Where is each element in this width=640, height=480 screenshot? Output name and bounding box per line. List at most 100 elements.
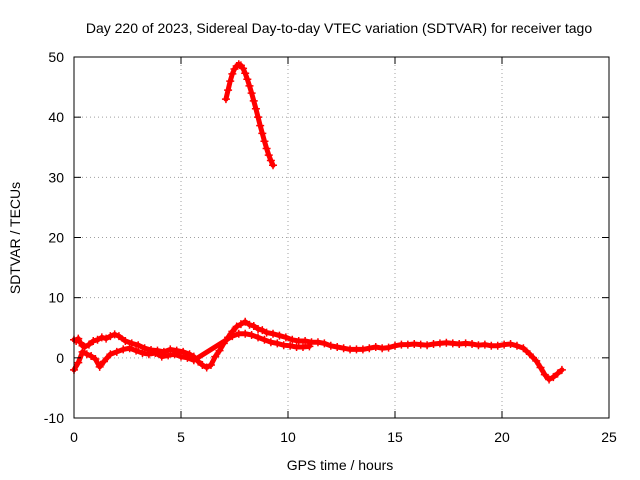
data-point: [512, 341, 521, 350]
data-point: [78, 347, 87, 356]
data-point: [125, 344, 134, 353]
data-point: [74, 334, 83, 343]
x-tick-label: 20: [494, 429, 510, 445]
data-point: [339, 344, 348, 353]
data-point: [269, 161, 278, 170]
data-point: [121, 336, 130, 345]
data-point: [264, 151, 273, 160]
axis-ticks: 0 5 10 15 20 25 -10 0 10 20 30 40 50: [44, 49, 617, 445]
data-point: [288, 335, 297, 344]
data-point: [232, 322, 241, 331]
data-point: [221, 95, 230, 104]
data-point: [258, 129, 267, 138]
data-point: [249, 96, 258, 105]
data-point: [243, 75, 252, 84]
data-point: [258, 326, 267, 335]
data-point: [468, 339, 477, 348]
data-point: [249, 321, 258, 330]
data-point: [519, 344, 528, 353]
data-point: [251, 104, 260, 113]
data-point: [132, 346, 141, 355]
data-point: [260, 137, 269, 146]
data-point: [114, 332, 123, 341]
data-point: [256, 121, 265, 130]
data-point: [166, 345, 175, 354]
data-point: [93, 335, 102, 344]
data-point: [127, 339, 136, 348]
data-point: [189, 356, 198, 365]
data-series: [70, 60, 566, 384]
y-tick-label: 40: [48, 109, 64, 125]
data-point: [202, 363, 211, 372]
data-point: [557, 365, 566, 374]
data-point: [254, 333, 263, 342]
data-point: [183, 353, 192, 362]
data-point: [74, 358, 83, 367]
data-point: [262, 144, 271, 153]
data-point: [215, 346, 224, 355]
data-point: [91, 355, 100, 364]
data-point: [254, 113, 263, 122]
data-point: [87, 352, 96, 361]
y-tick-label: 50: [48, 49, 64, 65]
data-point: [99, 357, 108, 366]
data-point: [320, 339, 329, 348]
data-point: [179, 347, 188, 356]
data-point: [228, 332, 237, 341]
x-tick-label: 0: [70, 429, 78, 445]
data-point: [549, 373, 558, 382]
data-point: [545, 375, 554, 384]
x-tick-label: 5: [177, 429, 185, 445]
grid: [74, 57, 609, 418]
data-point: [260, 335, 269, 344]
series-1: [70, 329, 314, 374]
y-axis-label: SDTVAR / TECUs: [7, 182, 23, 294]
data-point: [157, 352, 166, 361]
data-point: [245, 320, 254, 329]
data-point: [164, 351, 173, 360]
data-point: [391, 341, 399, 350]
data-point: [301, 336, 310, 345]
data-point: [525, 350, 534, 359]
data-point: [226, 77, 235, 86]
data-point: [80, 343, 89, 352]
y-tick-label: 30: [48, 169, 64, 185]
data-point: [371, 343, 380, 352]
data-point: [480, 340, 489, 349]
series-0: [70, 317, 566, 384]
data-point: [224, 86, 233, 95]
data-point: [138, 349, 147, 358]
data-point: [110, 330, 119, 339]
x-tick-label: 10: [280, 429, 296, 445]
data-point: [82, 350, 91, 359]
data-point: [119, 345, 128, 354]
data-point: [211, 352, 220, 361]
data-point: [305, 342, 314, 351]
x-axis-label: GPS time / hours: [287, 457, 394, 473]
y-tick-label: 20: [48, 230, 64, 246]
data-point: [275, 331, 284, 340]
y-tick-label: -10: [44, 410, 64, 426]
data-point: [151, 349, 160, 358]
data-point: [228, 69, 237, 78]
y-tick-label: 0: [56, 350, 64, 366]
data-point: [313, 338, 322, 347]
data-point: [84, 340, 93, 349]
x-tick-label: 25: [601, 429, 617, 445]
data-point: [134, 341, 143, 350]
data-point: [333, 343, 342, 352]
data-point: [89, 336, 98, 345]
data-point: [553, 369, 562, 378]
data-point: [177, 352, 185, 361]
data-point: [106, 350, 115, 359]
data-point: [358, 345, 367, 354]
data-point: [247, 330, 256, 339]
data-point: [236, 320, 245, 329]
data-point: [493, 341, 502, 350]
data-point: [247, 89, 256, 98]
data-point: [241, 317, 250, 326]
data-point: [269, 329, 278, 338]
data-point: [262, 328, 271, 337]
data-point: [97, 333, 106, 342]
